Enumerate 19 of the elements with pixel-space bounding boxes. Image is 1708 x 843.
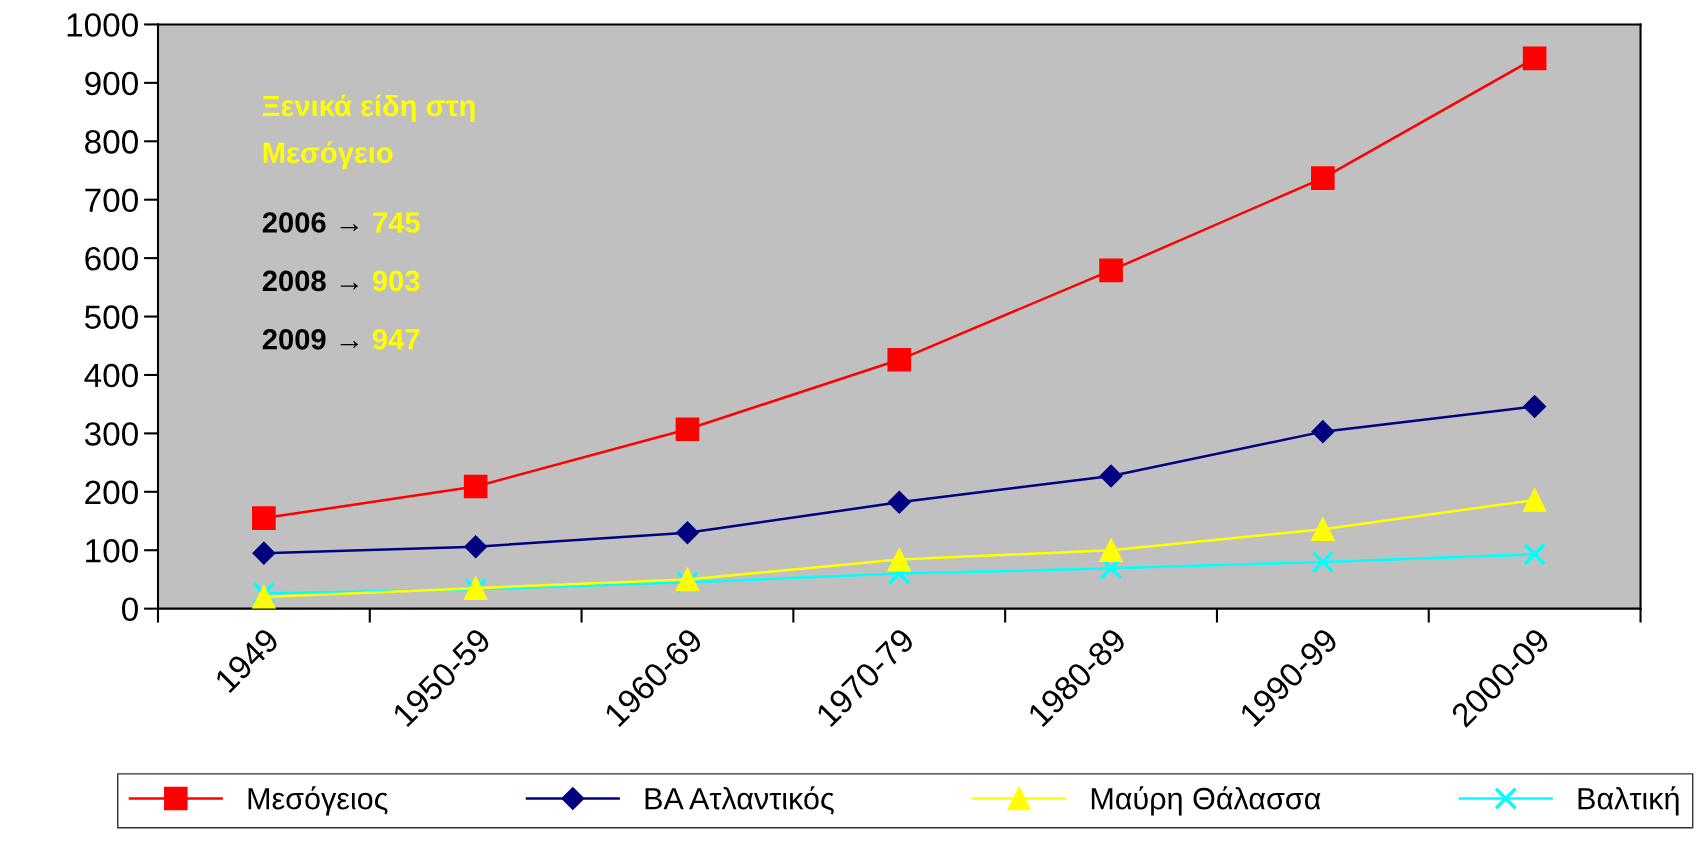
y-tick-label: 900 xyxy=(85,71,138,96)
y-tick-label: 300 xyxy=(84,422,138,446)
y-tick-label: 400 xyxy=(84,363,138,388)
legend-label: Μαύρη Θάλασσα xyxy=(1091,786,1321,816)
annotation: 2009 → 947 xyxy=(262,329,420,350)
y-tick-label: 0 xyxy=(122,597,138,622)
y-tick-label: 100 xyxy=(86,539,138,563)
y-tick-label: 600 xyxy=(85,246,138,271)
annotation: Ξενικά είδη στη Μεσόγειο xyxy=(262,94,475,169)
y-tick-label: 1000 xyxy=(67,13,138,37)
legend-label: Μεσόγειος xyxy=(248,786,388,816)
y-tick-label: 700 xyxy=(85,188,138,213)
annotation: 2006 → 745 xyxy=(262,212,420,233)
annotation: 2008 → 903 xyxy=(262,270,420,292)
y-tick-label: 500 xyxy=(84,305,138,329)
legend-label: Βαλτική xyxy=(1578,786,1679,816)
y-tick-label: 200 xyxy=(85,480,138,505)
y-tick-label: 800 xyxy=(85,130,138,154)
legend-label: ΒΑ Ατλαντικός xyxy=(645,786,834,815)
